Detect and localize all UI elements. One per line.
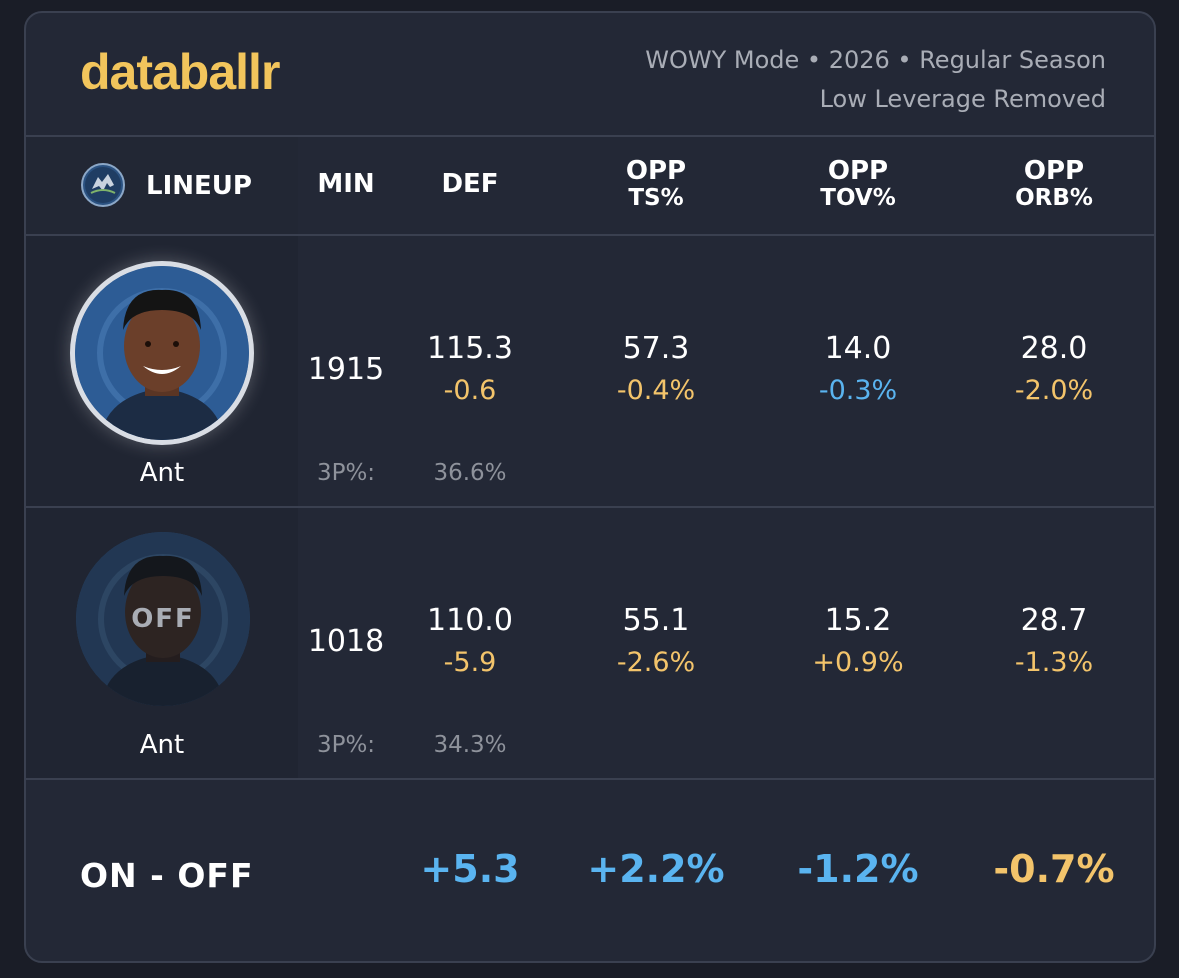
def-column-header: DEF [441,169,499,199]
wowy-card: databallr WOWY Mode • 2026 • Regular Sea… [24,11,1156,963]
opp-tov-header-line2: TOV% [820,185,896,211]
row1-tov-diff: -0.3% [818,375,898,406]
row2-tov-value: 15.2 [824,603,892,638]
meta-filter-line: Low Leverage Removed [819,85,1106,113]
opp-orb-header-line1: OPP [1023,156,1085,186]
row2-def-diff: -5.9 [443,647,497,678]
player-off-cell: OFF Ant [26,508,298,778]
on-off-label: ON - OFF [80,856,254,895]
row2-tov-diff: +0.9% [812,647,904,678]
divider [26,234,1154,236]
timberwolves-logo-icon [81,163,125,207]
row2-ts-diff: -2.6% [616,647,696,678]
opp-ts-header-line2: TS% [628,185,684,211]
brand-logo: databallr [80,44,280,100]
opp-tov-header-line1: OPP [827,156,889,186]
summary-orb-diff: -0.7% [993,847,1115,891]
row1-3p-label: 3P%: [316,460,376,486]
summary-ts-diff: +2.2% [587,847,725,891]
opp-ts-column-header: OPP TS% [556,158,756,212]
row1-orb-diff: -2.0% [1014,375,1094,406]
opp-tov-column-header: OPP TOV% [758,158,958,212]
row2-3p-label: 3P%: [316,732,376,758]
row2-def-value: 110.0 [427,603,513,638]
divider [26,778,1154,780]
lineup-column-header: LINEUP [146,171,252,201]
opp-ts-header-line1: OPP [625,156,687,186]
row1-ts-diff: -0.4% [616,375,696,406]
card-header: databallr WOWY Mode • 2026 • Regular Sea… [26,13,1154,135]
meta-mode-line: WOWY Mode • 2026 • Regular Season [645,46,1106,74]
summary-def-diff: +5.3 [420,847,520,891]
row1-orb-value: 28.0 [1020,331,1088,366]
row1-min-value: 1915 [307,352,385,387]
meta-info: WOWY Mode • 2026 • Regular Season Low Le… [645,41,1106,119]
row2-3p-value: 34.3% [433,732,507,758]
row2-min-value: 1018 [307,624,385,659]
opp-orb-column-header: OPP ORB% [954,158,1154,212]
player-headshot-avatar-dimmed: OFF [76,532,250,706]
player-name: Ant [139,458,185,488]
summary-tov-diff: -1.2% [797,847,919,891]
row2-ts-value: 55.1 [622,603,690,638]
divider [26,506,1154,508]
row1-ts-value: 57.3 [622,331,690,366]
row1-3p-value: 36.6% [433,460,507,486]
row1-tov-value: 14.0 [824,331,892,366]
row2-orb-diff: -1.3% [1014,647,1094,678]
off-badge: OFF [131,604,195,634]
min-column-header: MIN [317,169,375,199]
player-on-cell: Ant [26,236,298,506]
row1-def-value: 115.3 [427,331,513,366]
opp-orb-header-line2: ORB% [1015,185,1093,211]
player-name: Ant [139,730,185,760]
player-headshot-avatar [70,261,254,445]
divider [26,135,1154,137]
row2-orb-value: 28.7 [1020,603,1088,638]
row1-def-diff: -0.6 [443,375,497,406]
lineup-header-cell: LINEUP [26,137,298,234]
